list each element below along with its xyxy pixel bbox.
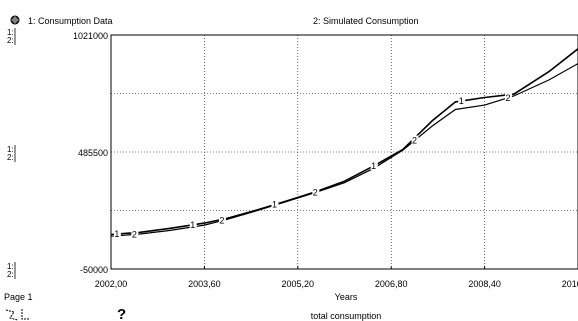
x-tick-label: 2008,40 — [468, 279, 501, 289]
x-tick-labels: 2002,00 2003,60 2005,20 2006,80 2008,40 2010,… — [95, 279, 578, 289]
series-1-marker: 1 — [190, 220, 195, 230]
series-2-marker: 2 — [219, 216, 224, 226]
axis-scale-markers: 1:2:1:2:1:2: — [7, 28, 16, 279]
series-2-marker-bg — [312, 187, 320, 197]
x-axis-title: Years — [335, 292, 358, 302]
x-tick-label: 2005,20 — [282, 279, 315, 289]
series-layer: 1 1 1 1 1 2 2 2 2 2 — [110, 48, 578, 239]
series-2-marker-bg — [411, 135, 419, 145]
series-2-marker: 2 — [412, 136, 417, 146]
series-2-marker-bg — [131, 229, 139, 239]
x-tick-label: 2010,00 — [562, 279, 578, 289]
series-1-marker: 1 — [371, 161, 376, 171]
x-tick-label: 2006,80 — [375, 279, 408, 289]
scale-marker-2: 2: — [7, 270, 14, 279]
series-1-legend-icon[interactable] — [10, 15, 20, 25]
y-tick-label: 485500 — [78, 148, 108, 158]
series-1-marker: 1 — [459, 96, 464, 106]
scale-marker-1: 1: — [7, 145, 14, 154]
series-2-marker: 2 — [505, 93, 510, 103]
series-1-marker: 1 — [272, 200, 277, 210]
series-1-marker-bg — [189, 219, 197, 229]
chart-title: total consumption — [311, 311, 382, 321]
y-tick-label: 1021000 — [73, 31, 108, 41]
series-1-line — [110, 48, 578, 236]
page-label: Page 1 — [4, 292, 33, 302]
series-1-marker-bg — [113, 229, 121, 239]
y-tick-label: -50000 — [80, 265, 108, 275]
plot-frame — [110, 34, 578, 270]
series-2-marker-bg — [218, 215, 226, 225]
scale-marker-1: 1: — [7, 262, 14, 271]
grid-lines — [110, 35, 578, 269]
legend-series-2: 2: Simulated Consumption — [313, 16, 419, 26]
series-2-marker-bg — [504, 92, 512, 102]
scale-marker-2: 2: — [7, 36, 14, 45]
series-2-marker: 2 — [313, 188, 318, 198]
scale-marker-2: 2: — [7, 153, 14, 162]
x-tick-label: 2003,60 — [188, 279, 221, 289]
series-1-marker: 1 — [114, 229, 119, 239]
series-1-marker-bg — [271, 199, 279, 209]
page-turn-icon[interactable] — [5, 309, 30, 321]
series-1-marker-bg — [370, 160, 378, 170]
help-icon[interactable]: ? — [117, 306, 126, 321]
legend-series-1: 1: Consumption Data — [28, 16, 113, 26]
series-2-marker: 2 — [132, 229, 137, 239]
x-tick-label: 2002,00 — [95, 279, 128, 289]
series-1-marker-bg — [458, 95, 466, 105]
scale-marker-1: 1: — [7, 28, 14, 37]
